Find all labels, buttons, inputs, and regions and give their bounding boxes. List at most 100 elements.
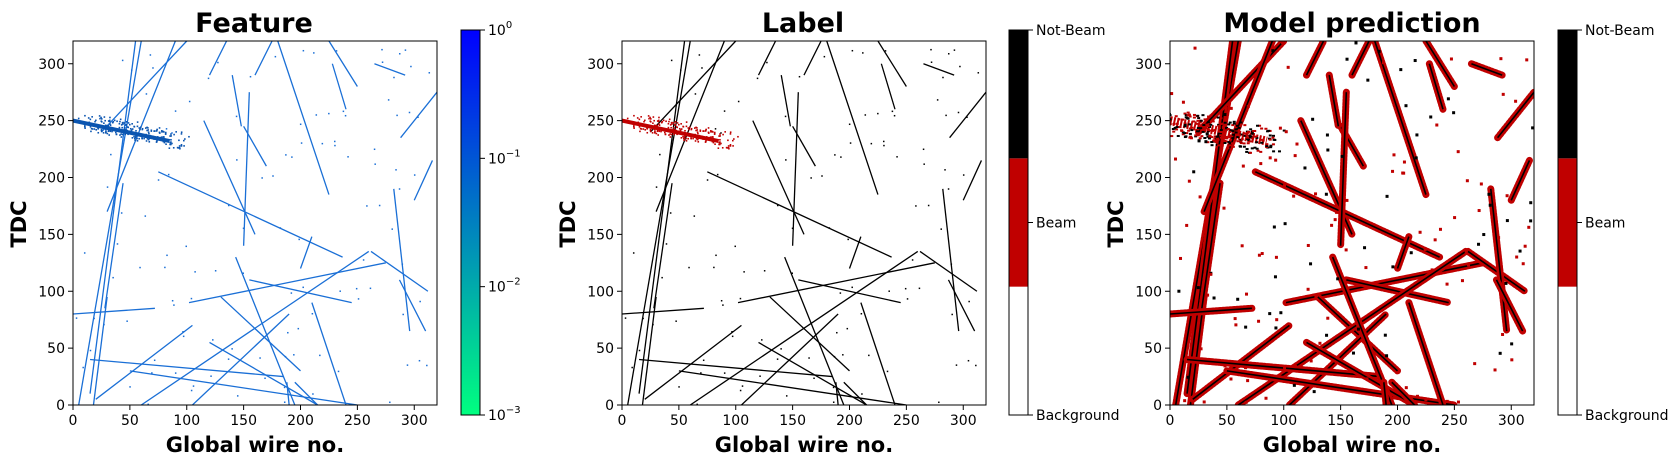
beam-hit <box>123 127 126 129</box>
noise-hit <box>1306 287 1310 291</box>
beam-hit <box>729 131 732 134</box>
beam-hit <box>695 129 697 132</box>
noise-hit <box>968 300 970 303</box>
noise-hit <box>1430 268 1434 272</box>
beam-hit <box>733 138 735 140</box>
beam-hit <box>150 130 153 132</box>
beam-hit <box>158 132 161 134</box>
y-axis: 0 50 100 150 200 250 300 <box>38 57 73 414</box>
y-tick-label: 300 <box>587 57 614 73</box>
beam-hit <box>647 115 650 117</box>
noise-hit <box>1281 41 1285 45</box>
noise-hit <box>1399 68 1403 72</box>
noise-hit <box>1391 265 1395 269</box>
beam-hit <box>669 136 672 138</box>
beam-hit <box>100 116 102 119</box>
noise-hit <box>1257 319 1261 323</box>
track-hits <box>95 324 193 400</box>
beam-hit <box>672 127 675 129</box>
beam-hit <box>1228 134 1232 137</box>
noise-hit <box>1460 279 1464 283</box>
beam-hit <box>175 131 177 133</box>
beam-hit <box>639 123 642 126</box>
noise-hit <box>911 259 914 261</box>
beam-hit <box>1282 129 1286 132</box>
track-hits <box>90 358 284 378</box>
noise-hit <box>1236 297 1240 301</box>
beam-hit <box>123 130 125 133</box>
colorbar-segment <box>1558 30 1577 159</box>
noise-hit <box>821 175 823 177</box>
noise-hit <box>1229 377 1233 381</box>
beam-hit <box>672 128 675 131</box>
noise-hit <box>387 99 390 101</box>
noise-hit <box>940 228 942 230</box>
beam-hit <box>122 123 124 125</box>
track-hits <box>203 120 256 235</box>
colorbar-segment <box>1009 286 1028 415</box>
beam-hit <box>109 116 111 119</box>
colorbar-category-label: Background <box>1036 408 1120 424</box>
beam-hit <box>111 127 114 130</box>
beam-hit <box>1183 132 1187 135</box>
noise-hit <box>279 227 282 229</box>
beam-hit <box>119 129 121 132</box>
beam-hit <box>118 126 121 129</box>
colorbar-categorical: Background Beam Not-Beam <box>1557 23 1669 424</box>
beam-hit <box>664 133 667 135</box>
beam-hit <box>1206 135 1210 138</box>
track-hits <box>737 262 935 304</box>
noise-hit <box>675 320 677 322</box>
noise-hit <box>1245 292 1249 296</box>
beam-hit <box>120 133 122 135</box>
beam-hit <box>1243 134 1247 137</box>
noise-hit <box>1233 317 1237 321</box>
beam-hit <box>1225 137 1229 140</box>
noise-hit <box>285 154 287 156</box>
track-hits <box>100 41 188 133</box>
beam-hit <box>109 123 111 125</box>
beam-hit <box>131 123 133 125</box>
track-hits <box>1170 307 1252 315</box>
noise-hit <box>888 290 890 292</box>
y-tick-label: 200 <box>587 171 614 187</box>
beam-hit <box>675 129 677 132</box>
noise-hit <box>335 50 338 52</box>
track-hits <box>1391 381 1416 405</box>
noise-hit <box>700 372 702 374</box>
noise-hit <box>945 114 947 117</box>
beam-hit <box>653 124 656 127</box>
noise-hit <box>882 140 885 143</box>
beam-hit <box>683 136 686 139</box>
beam-hit <box>1167 126 1170 128</box>
x-tick-label: 200 <box>1384 413 1411 429</box>
beam-hit <box>720 142 722 145</box>
beam-hit <box>1214 141 1218 144</box>
track-hits <box>780 75 791 127</box>
noise-hit <box>1377 49 1381 53</box>
noise-hit <box>1204 140 1208 144</box>
beam-hit <box>722 133 724 136</box>
beam-hit <box>681 133 684 135</box>
beam-hit <box>1192 116 1196 119</box>
beam-hit <box>1192 120 1196 123</box>
beam-hit <box>1234 128 1238 131</box>
noise-hit <box>1366 78 1370 82</box>
beam-hit <box>651 127 654 130</box>
noise-hit <box>418 359 421 362</box>
axes-frame <box>1169 40 1535 406</box>
beam-hit <box>1255 141 1259 144</box>
noise-hit <box>766 61 768 64</box>
beam-hit <box>1201 114 1205 117</box>
beam-hit <box>698 134 700 137</box>
beam-hit <box>1185 116 1189 119</box>
noise-hit <box>192 385 195 387</box>
beam-hit <box>695 138 698 140</box>
noise-hit <box>1477 209 1481 213</box>
beam-hit <box>1208 135 1212 138</box>
noise-hit <box>1312 390 1316 394</box>
x-tick-label: 100 <box>722 413 749 429</box>
noise-hit <box>1466 263 1470 267</box>
beam-hit <box>89 118 92 121</box>
noise-hit <box>977 72 980 74</box>
